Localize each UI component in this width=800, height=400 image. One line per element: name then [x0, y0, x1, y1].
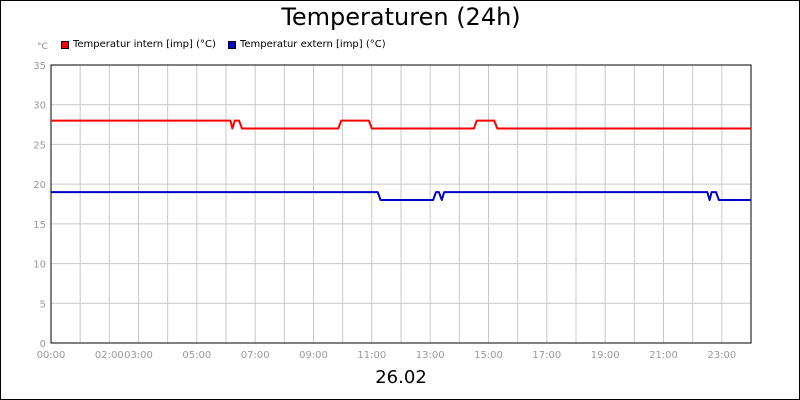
legend-swatch-intern — [61, 40, 69, 49]
x-tick-label: 21:00 — [649, 350, 678, 361]
legend-label-intern: Temperatur intern [imp] (°C) — [73, 39, 216, 50]
series-line-extern — [51, 191, 751, 201]
plot-area — [50, 64, 752, 344]
y-tick-label: 15 — [33, 220, 46, 231]
legend-item-extern: Temperatur extern [imp] (°C) — [228, 39, 386, 50]
x-tick-label: 13:00 — [416, 350, 445, 361]
legend-label-extern: Temperatur extern [imp] (°C) — [240, 39, 386, 50]
x-tick-label: 11:00 — [357, 350, 386, 361]
y-tick-label: 10 — [33, 260, 46, 271]
x-tick-label: 23:00 — [707, 350, 736, 361]
y-tick-label: 35 — [33, 61, 46, 72]
legend-swatch-extern — [228, 40, 236, 49]
x-axis-date-label: 26.02 — [375, 367, 427, 388]
y-tick-label: 20 — [33, 180, 46, 191]
x-tick-label: 02:00 — [95, 350, 124, 361]
x-tick-label: 03:00 — [124, 350, 153, 361]
chart-title: Temperaturen (24h) — [281, 3, 521, 31]
x-tick-label: 09:00 — [299, 350, 328, 361]
y-tick-label: 30 — [33, 101, 46, 112]
y-tick-label: 5 — [40, 299, 46, 310]
x-tick-label: 07:00 — [241, 350, 270, 361]
y-tick-label: 0 — [40, 339, 46, 350]
x-tick-label: 00:00 — [37, 350, 66, 361]
series-line-intern — [51, 119, 751, 130]
x-tick-label: 19:00 — [591, 350, 620, 361]
y-axis-unit-label: °C — [37, 42, 48, 52]
x-tick-label: 15:00 — [474, 350, 503, 361]
legend-item-intern: Temperatur intern [imp] (°C) — [61, 39, 216, 50]
x-tick-label: 17:00 — [532, 350, 561, 361]
x-tick-label: 05:00 — [182, 350, 211, 361]
y-tick-label: 25 — [33, 140, 46, 151]
